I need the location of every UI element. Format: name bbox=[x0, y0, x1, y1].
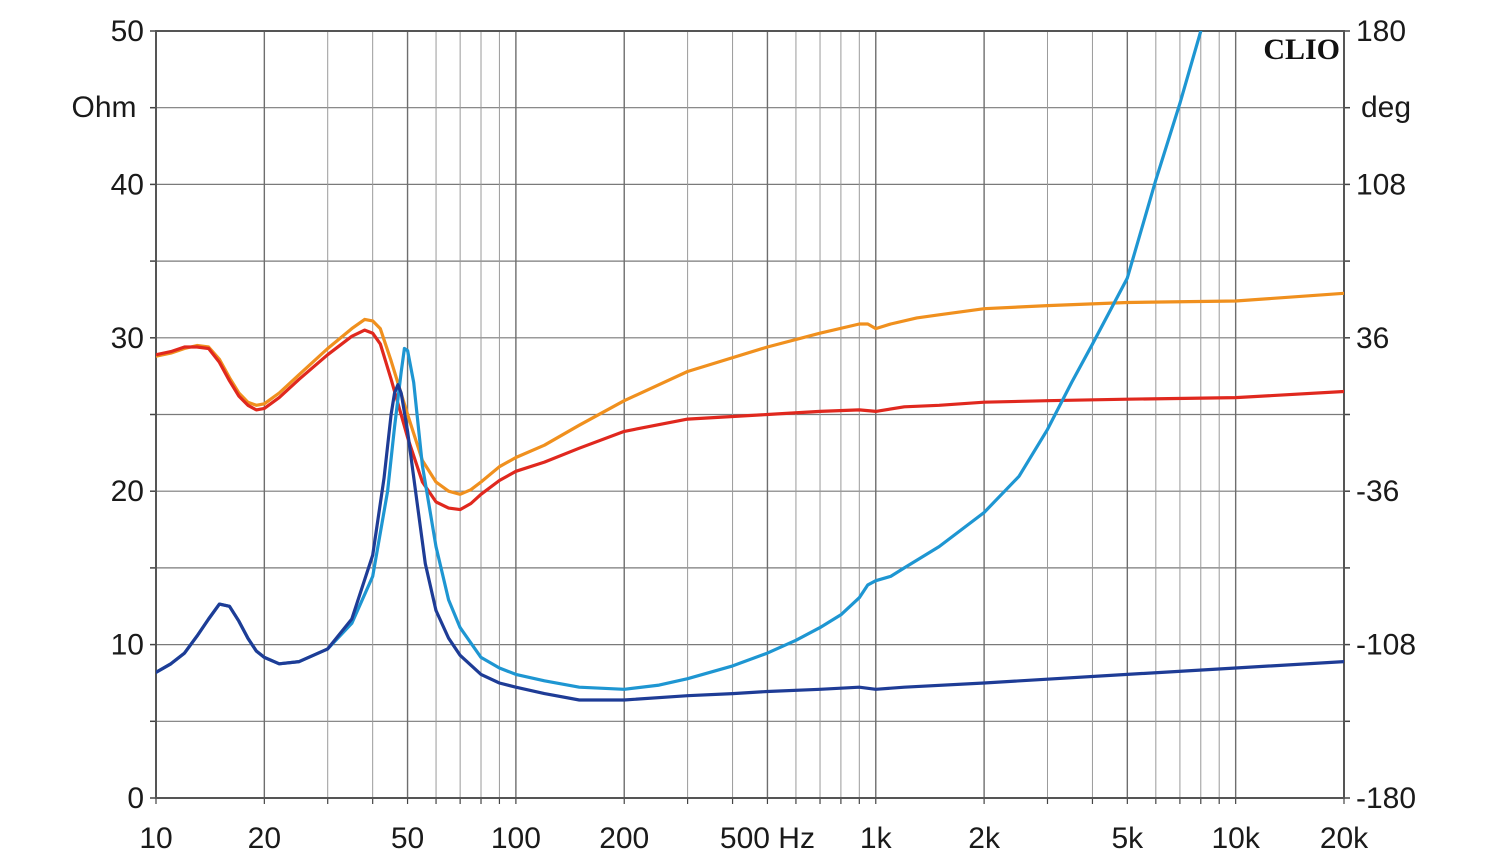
series-layer bbox=[156, 31, 1344, 702]
series-line-4 bbox=[156, 383, 1344, 702]
x-tick-label: 100 bbox=[491, 822, 541, 855]
x-tick-label: 50 bbox=[391, 822, 424, 855]
y-right-tick-label: -36 bbox=[1356, 475, 1399, 508]
x-tick-label: 1k bbox=[860, 822, 893, 855]
clio-brand-label: CLIO bbox=[1263, 33, 1340, 66]
x-tick-label: 500 Hz bbox=[720, 822, 815, 855]
y-left-tick-label: 0 bbox=[127, 782, 144, 815]
y-right-tick-label: -180 bbox=[1356, 782, 1416, 815]
x-tick-label: 20k bbox=[1320, 822, 1369, 855]
y-right-unit-label: deg bbox=[1361, 91, 1411, 124]
plot-frame bbox=[155, 30, 1345, 799]
y-right-tick-label: 180 bbox=[1356, 15, 1406, 48]
x-tick-label: 20 bbox=[248, 822, 281, 855]
y-right-tick-label: 36 bbox=[1356, 322, 1389, 355]
x-tick-label: 10k bbox=[1211, 822, 1260, 855]
grid bbox=[150, 30, 1350, 804]
tick-layer: 10 20 50 100 200 500 Hz 1k 2k 5k 10k 20k 0 10 20 30 40 5… bbox=[111, 15, 1416, 855]
series-line-1 bbox=[156, 291, 1344, 496]
y-left-unit-label: Ohm bbox=[71, 91, 136, 124]
y-right-tick-label: -108 bbox=[1356, 629, 1416, 662]
x-tick-label: 5k bbox=[1111, 822, 1144, 855]
series-line-2 bbox=[156, 328, 1344, 512]
y-left-tick-label: 50 bbox=[111, 15, 144, 48]
x-tick-label: 2k bbox=[968, 822, 1001, 855]
y-left-tick-label: 10 bbox=[111, 629, 144, 662]
x-tick-label: 200 bbox=[599, 822, 649, 855]
y-right-tick-label: 108 bbox=[1356, 168, 1406, 201]
y-left-tick-label: 40 bbox=[111, 168, 144, 201]
x-tick-label: 10 bbox=[139, 822, 172, 855]
y-left-tick-label: 20 bbox=[111, 475, 144, 508]
y-left-tick-label: 30 bbox=[111, 322, 144, 355]
